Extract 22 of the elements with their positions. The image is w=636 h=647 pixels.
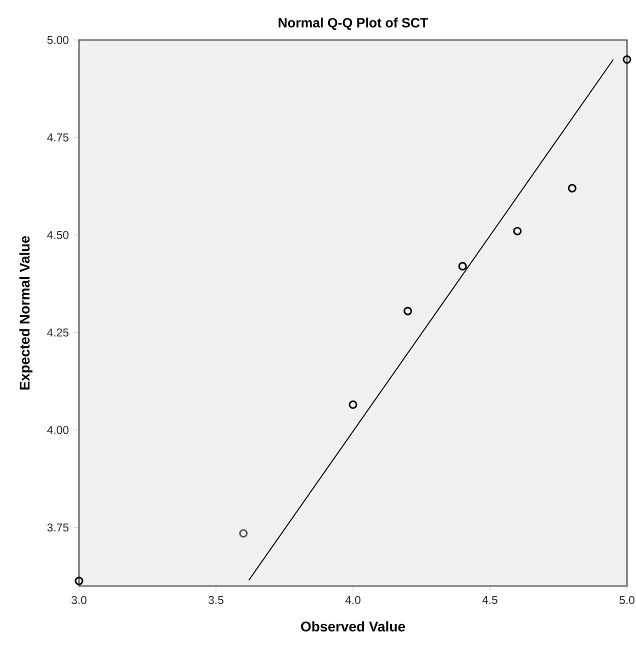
point <box>513 226 522 236</box>
y-axis-title: Expected Normal Value <box>19 236 32 390</box>
point <box>568 184 576 192</box>
y-tick-label: 5.00 <box>47 36 69 44</box>
point <box>74 576 84 586</box>
x-tick-label: 4.5 <box>482 596 498 604</box>
point <box>458 262 467 270</box>
y-tick-label: 4.75 <box>47 134 68 142</box>
y-tick-label: 3.75 <box>47 523 68 532</box>
point <box>239 529 248 538</box>
x-tick-label: 3.5 <box>208 596 224 604</box>
y-tick-label: 4.00 <box>47 426 69 434</box>
point <box>348 400 358 409</box>
y-tick-label: 4.50 <box>47 231 69 240</box>
chart-title: Normal Q-Q Plot of SCT <box>278 18 428 30</box>
x-tick-label: 5.0 <box>620 596 634 604</box>
x-tick-label: 4.0 <box>345 596 360 604</box>
x-tick-label: 3.0 <box>72 596 86 604</box>
point <box>622 55 632 64</box>
point <box>404 306 412 316</box>
x-axis-title: Observed Value <box>301 621 406 632</box>
y-tick-label: 4.25 <box>47 328 68 337</box>
